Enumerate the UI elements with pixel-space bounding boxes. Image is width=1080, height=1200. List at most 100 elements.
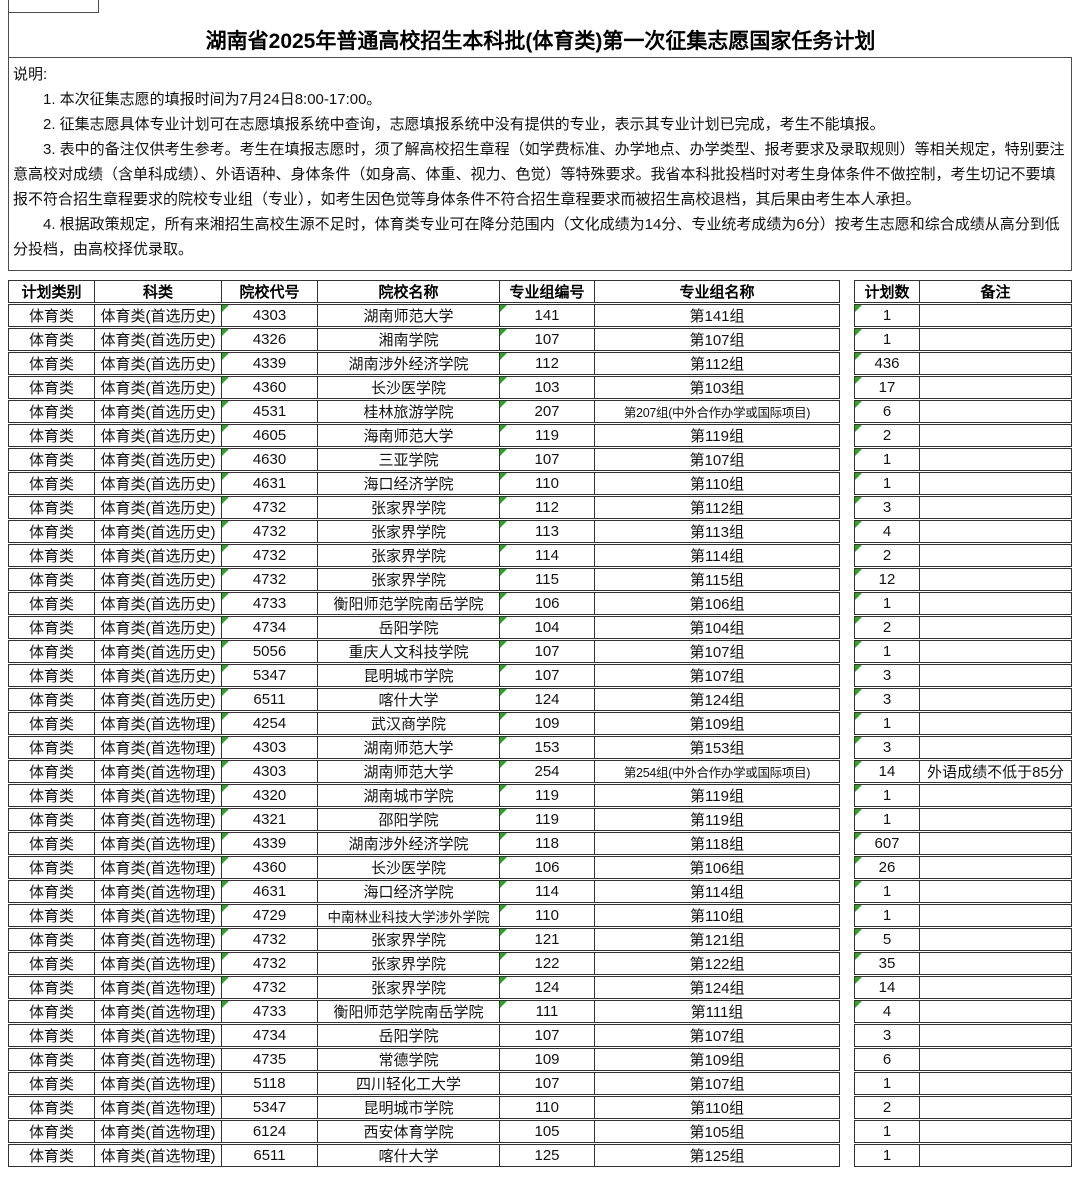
table-cell	[920, 472, 1072, 495]
cell-value: 2	[882, 1099, 892, 1116]
cell-value: 体育类	[28, 548, 74, 565]
table-cell: 张家界学院	[318, 544, 500, 567]
cell-value: 119	[535, 427, 559, 444]
cell-value: 体育类	[28, 572, 74, 589]
spacer-cell	[840, 832, 855, 855]
cell-value: 4732	[252, 547, 287, 564]
table-cell: 4729	[222, 904, 318, 927]
cell-value: 110	[535, 1099, 559, 1116]
table-cell: 4605	[222, 424, 318, 447]
table-cell: 4732	[222, 496, 318, 519]
cell-value: 第107组	[689, 668, 745, 685]
table-cell: 122	[500, 952, 595, 975]
table-cell: 体育类	[8, 1096, 95, 1119]
cell-value: 体育类(首选物理)	[100, 1100, 216, 1117]
table-cell: 体育类(首选物理)	[95, 736, 222, 759]
table-cell: 昆明城市学院	[318, 664, 500, 687]
cell-value: 4734	[252, 619, 287, 636]
cell-value: 体育类(首选历史)	[100, 668, 216, 685]
table-cell	[920, 304, 1072, 327]
cell-value: 141	[534, 307, 560, 324]
flag-triangle-icon	[222, 497, 229, 504]
table-cell: 体育类	[8, 448, 95, 471]
table-cell	[920, 568, 1072, 591]
table-cell: 4733	[222, 1000, 318, 1023]
cell-value: 体育类(首选物理)	[100, 1124, 216, 1141]
cell-value: 4254	[252, 715, 287, 732]
flag-triangle-icon	[855, 497, 862, 504]
cell-value: 4732	[252, 979, 287, 996]
table-cell: 体育类	[8, 760, 95, 783]
cell-value: 14	[878, 979, 896, 996]
flag-triangle-icon	[855, 1001, 862, 1008]
table-cell: 体育类	[8, 304, 95, 327]
cell-value: 体育类	[28, 404, 74, 421]
table-row: 体育类 体育类(首选历史) 4732 张家界学院 113 第113组 4	[8, 520, 1072, 543]
flag-triangle-icon	[500, 761, 507, 768]
table-cell: 第107组	[595, 328, 840, 351]
cell-value: 254	[534, 763, 560, 780]
cell-value: 第112组	[690, 356, 744, 373]
cell-value: 4326	[252, 331, 287, 348]
cell-value: 119	[535, 811, 559, 828]
table-cell: 3	[855, 1024, 920, 1047]
cell-value: 第106组	[689, 596, 745, 613]
table-cell: 昆明城市学院	[318, 1096, 500, 1119]
table-cell: 体育类	[8, 376, 95, 399]
flag-triangle-icon	[855, 641, 862, 648]
cell-value: 2	[882, 547, 892, 564]
table-cell: 1	[855, 592, 920, 615]
cell-value: 体育类(首选物理)	[100, 1004, 216, 1021]
note-item: 1. 本次征集志愿的填报时间为7月24日8:00-17:00。	[43, 91, 382, 108]
table-cell: 207	[500, 400, 595, 423]
table-row: 体育类 体育类(首选物理) 6124 西安体育学院 105 第105组 1	[8, 1120, 1072, 1143]
table-row: 体育类 体育类(首选历史) 4605 海南师范大学 119 第119组 2	[8, 424, 1072, 447]
cell-value: 第107组	[689, 332, 745, 349]
table-cell: 第110组	[595, 472, 840, 495]
cell-value: 体育类(首选物理)	[100, 1148, 216, 1165]
cell-value: 体育类	[28, 812, 74, 829]
cell-value: 体育类(首选物理)	[100, 812, 216, 829]
table-cell: 4	[855, 1000, 920, 1023]
cell-value: 体育类	[28, 956, 74, 973]
table-cell	[920, 808, 1072, 831]
table-row: 体育类 体育类(首选物理) 4733 衡阳师范学院南岳学院 111 第111组 4	[8, 1000, 1072, 1023]
table-cell: 体育类(首选历史)	[95, 688, 222, 711]
spacer-cell	[840, 424, 855, 447]
spacer-cell	[840, 496, 855, 519]
table-cell	[920, 856, 1072, 879]
flag-triangle-icon	[855, 569, 862, 576]
cell-value: 第112组	[690, 500, 744, 517]
notes-section: 说明: 1. 本次征集志愿的填报时间为7月24日8:00-17:00。 2. 征…	[8, 57, 1072, 271]
cell-value: 2	[882, 619, 892, 636]
cell-value: 3	[882, 739, 892, 756]
table-cell: 104	[500, 616, 595, 639]
cell-value: 3	[882, 1027, 892, 1044]
flag-triangle-icon	[222, 593, 229, 600]
flag-triangle-icon	[855, 737, 862, 744]
table-cell: 110	[500, 904, 595, 927]
table-row: 体育类 体育类(首选历史) 5056 重庆人文科技学院 107 第107组 1	[8, 640, 1072, 663]
flag-triangle-icon	[500, 929, 507, 936]
flag-triangle-icon	[855, 377, 862, 384]
table-cell: 119	[500, 784, 595, 807]
flag-triangle-icon	[222, 305, 229, 312]
cell-value: 体育类	[28, 1076, 74, 1093]
cell-value: 110	[535, 475, 559, 492]
table-cell: 26	[855, 856, 920, 879]
cell-value: 106	[534, 859, 560, 876]
table-cell: 体育类(首选历史)	[95, 520, 222, 543]
flag-triangle-icon	[855, 329, 862, 336]
cell-value: 三亚学院	[378, 452, 439, 469]
table-cell: 3	[855, 496, 920, 519]
cell-value: 4605	[252, 427, 287, 444]
table-row: 体育类 体育类(首选历史) 4531 桂林旅游学院 207 第207组(中外合作办学或国际…	[8, 400, 1072, 423]
table-cell: 桂林旅游学院	[318, 400, 500, 423]
table-cell: 体育类(首选物理)	[95, 1000, 222, 1023]
table-cell: 体育类(首选物理)	[95, 904, 222, 927]
cell-value: 115	[535, 571, 559, 588]
cell-value: 体育类	[28, 332, 74, 349]
flag-triangle-icon	[855, 545, 862, 552]
table-cell: 第106组	[595, 856, 840, 879]
flag-triangle-icon	[855, 449, 862, 456]
